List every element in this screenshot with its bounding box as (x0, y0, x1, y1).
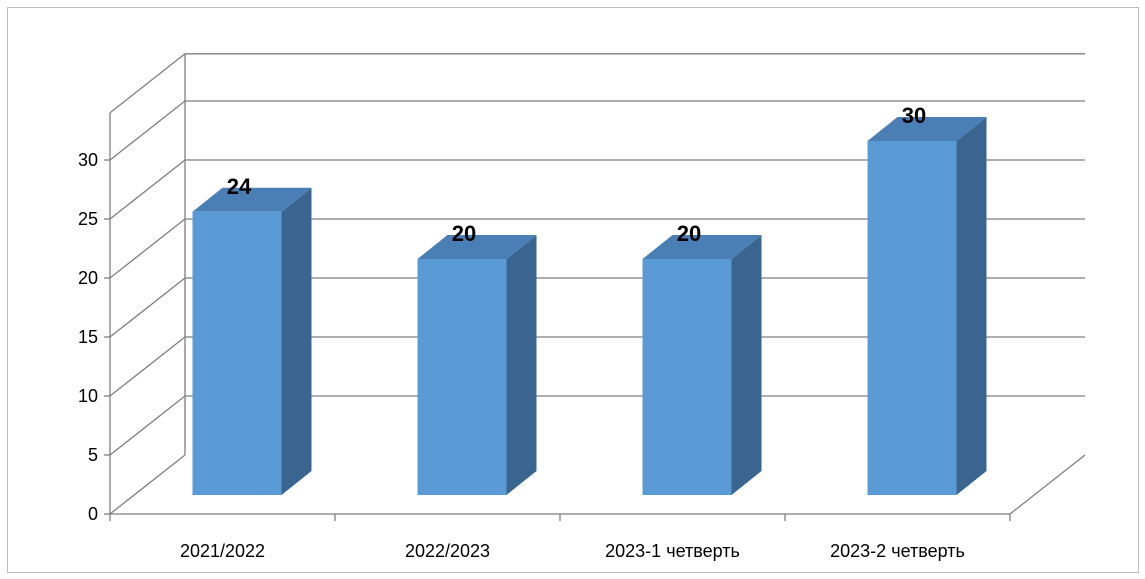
gridline-diagonal (109, 395, 186, 456)
x-tick-label: 2021/2022 (180, 541, 265, 561)
bar (867, 141, 957, 495)
bar-side (506, 235, 537, 495)
bar-top (192, 187, 312, 212)
y-tick-label: 25 (78, 209, 98, 229)
x-axis-tick-labels: 2021/2022 2022/2023 2023-1 четверть 2023-2 … (180, 541, 965, 561)
bar (417, 259, 507, 495)
data-label: 30 (902, 103, 926, 128)
data-label: 20 (677, 221, 701, 246)
y-tick-label: 30 (78, 150, 98, 170)
gridline-diagonal (109, 100, 186, 161)
bar (642, 259, 732, 495)
axes (104, 112, 1086, 521)
y-tick-label: 10 (78, 386, 98, 406)
x-tick-label: 2022/2023 (405, 541, 490, 561)
gridline-diagonal (109, 53, 186, 114)
bar-top (867, 117, 987, 141)
x-tick-label: 2023-2 четверть (830, 541, 965, 561)
bar-side (281, 187, 312, 496)
y-axis-tick-labels: 0 5 10 15 20 25 30 (78, 150, 98, 524)
gridline-diagonal (109, 159, 186, 220)
bars (192, 117, 987, 496)
bar-top (417, 235, 537, 259)
data-label: 24 (227, 174, 252, 199)
y-tick-label: 5 (88, 445, 98, 465)
gridline-diagonal (109, 277, 186, 338)
bar (192, 211, 282, 496)
data-labels: 24 20 20 30 (227, 103, 926, 246)
x-tick-label: 2023-1 четверть (605, 541, 740, 561)
y-tick-label: 20 (78, 268, 98, 288)
gridline-diagonal (109, 454, 186, 515)
y-tick-label: 0 (88, 504, 98, 524)
bar-top (642, 235, 762, 259)
gridline-diagonal (109, 218, 186, 279)
data-label: 20 (452, 221, 476, 246)
bar-side (731, 235, 762, 495)
gridline-diagonal (109, 336, 186, 397)
floor-edge (1009, 454, 1086, 515)
y-tick-label: 15 (78, 327, 98, 347)
bar-side (956, 117, 987, 495)
